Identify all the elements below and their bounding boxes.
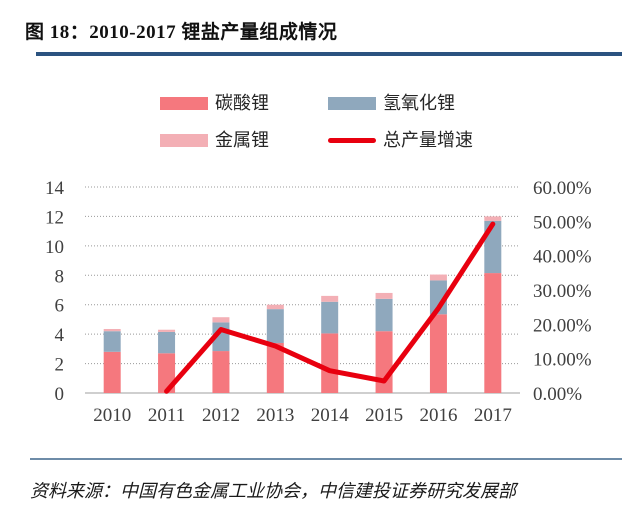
left-axis-tick-label: 6 [55, 296, 65, 317]
figure-title: 图 18：2010-2017 锂盐产量组成情况 [25, 22, 338, 43]
left-axis-tick-label: 2 [55, 355, 65, 376]
bar-2016-metal [429, 274, 447, 281]
bar-2017-metal [484, 216, 502, 221]
carbonate-swatch-icon [160, 96, 208, 110]
left-axis-tick-label: 12 [45, 207, 64, 228]
right-axis-tick-label: 50.00% [533, 212, 592, 233]
right-axis-tick-label: 10.00% [533, 350, 592, 371]
x-axis-label: 2013 [256, 405, 294, 426]
right-axis-tick-label: 30.00% [533, 281, 592, 302]
legend-item-carbonate: 碳酸锂 [160, 93, 328, 113]
bar-2012-carbonate [212, 351, 230, 393]
left-axis-tick-label: 10 [45, 237, 64, 258]
footer-divider [30, 458, 622, 460]
bar-2011-metal [158, 329, 176, 332]
growth-line-swatch-icon [328, 137, 376, 143]
x-axis-label: 2017 [474, 405, 512, 426]
x-axis-label: 2014 [311, 405, 350, 426]
legend-label: 金属锂 [215, 130, 269, 150]
bar-2017-carbonate [484, 273, 502, 393]
bar-2010-metal [103, 328, 121, 332]
right-axis-tick-label: 40.00% [533, 247, 592, 268]
x-axis-label: 2010 [93, 405, 131, 426]
bar-2014-hydroxide [321, 301, 339, 334]
legend-label: 总产量增速 [383, 130, 473, 150]
legend-item-hydroxide: 氢氧化锂 [328, 93, 473, 113]
bar-2010-carbonate [103, 351, 121, 393]
bar-2012-metal [212, 317, 230, 323]
x-axis-label: 2015 [365, 405, 403, 426]
bar-2015-metal [375, 292, 393, 299]
x-axis-label: 2012 [202, 405, 240, 426]
bar-2013-metal [266, 304, 284, 310]
left-axis-tick-label: 0 [55, 384, 65, 405]
chart-legend: 碳酸锂 氢氧化锂 金属锂 总产量增速 [160, 93, 473, 150]
right-axis-tick-label: 60.00% [533, 178, 592, 199]
legend-item-growth: 总产量增速 [328, 130, 473, 150]
x-axis-label: 2016 [419, 405, 457, 426]
legend-label: 氢氧化锂 [383, 93, 455, 113]
bar-2014-carbonate [321, 333, 339, 393]
bar-2010-hydroxide [103, 331, 121, 352]
left-axis-tick-label: 4 [55, 325, 65, 346]
right-axis-tick-label: 0.00% [533, 384, 582, 405]
bar-2013-hydroxide [266, 309, 284, 343]
right-axis-tick-label: 20.00% [533, 315, 592, 336]
left-axis-tick-label: 14 [45, 178, 65, 199]
title-divider [36, 52, 622, 56]
hydroxide-swatch-icon [328, 96, 376, 110]
legend-label: 碳酸锂 [215, 93, 269, 113]
x-axis-label: 2011 [148, 405, 185, 426]
bar-2015-hydroxide [375, 298, 393, 332]
metal-swatch-icon [160, 133, 208, 147]
bar-2015-carbonate [375, 331, 393, 393]
source-note: 资料来源：中国有色金属工业协会，中信建投证券研究发展部 [30, 481, 516, 501]
bar-2013-carbonate [266, 342, 284, 393]
left-axis-tick-label: 8 [55, 266, 65, 287]
growth-rate-line [164, 221, 496, 394]
bar-2016-carbonate [429, 314, 447, 393]
legend-item-metal: 金属锂 [160, 130, 328, 150]
bar-2011-hydroxide [158, 331, 176, 354]
bar-2014-metal [321, 295, 339, 302]
